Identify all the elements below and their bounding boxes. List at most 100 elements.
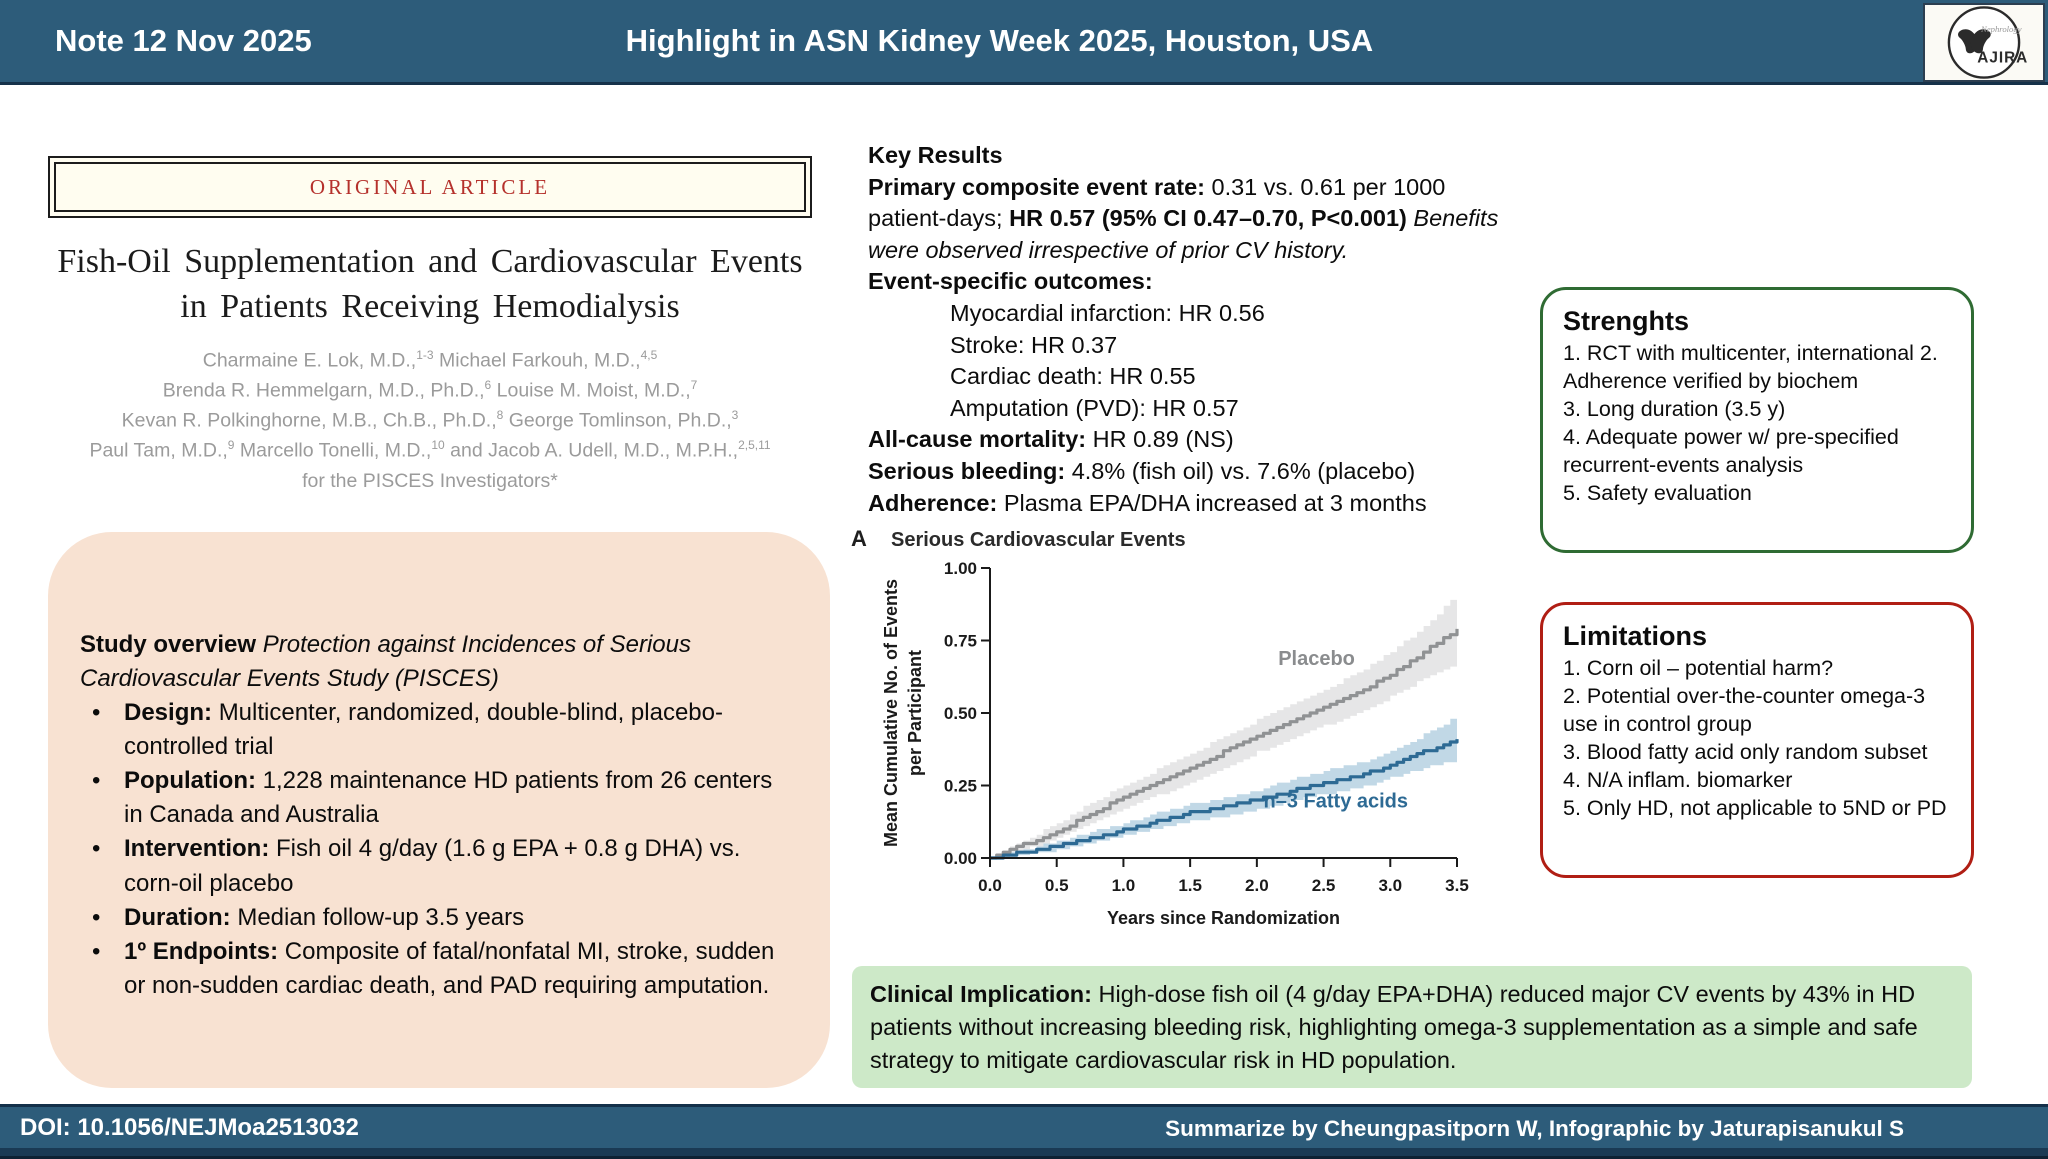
x-tick-label: 1.0 [1112, 876, 1136, 895]
study-overview-intro: Study overview Protection against Incide… [80, 628, 786, 696]
text-segment: 0.31 vs. 0.61 per 1000 patient-days; [868, 173, 1446, 232]
text-segment: Louise M. Moist, M.D., [491, 379, 691, 402]
x-tick-label: 0.0 [978, 876, 1002, 895]
bullet-text: Duration: Median follow-up 3.5 years [124, 901, 786, 935]
superscript: 10 [431, 438, 445, 453]
authors-list: Charmaine E. Lok, M.D.,1-3 Michael Farko… [28, 346, 832, 496]
y-axis-label: Mean Cumulative No. of Events [881, 579, 901, 847]
y-tick-label: 0.75 [944, 632, 977, 651]
logo-name-label: AJIRA [1977, 50, 2028, 67]
bullet-text: Intervention: Fish oil 4 g/day (1.6 g EP… [124, 832, 786, 900]
author-line: Paul Tam, M.D.,9 Marcello Tonelli, M.D.,… [28, 436, 832, 466]
x-tick-label: 1.5 [1178, 876, 1202, 895]
x-tick-label: 2.0 [1245, 876, 1269, 895]
cv-events-chart-svg: A Serious Cardiovascular Events 0.00 0.25 0.… [851, 526, 1469, 928]
study-overview-box: Study overview Protection against Incide… [48, 532, 830, 1088]
series-label: n–3 Fatty acids [1264, 790, 1409, 812]
x-axis-label: Years since Randomization [1107, 908, 1340, 928]
text-segment: Median follow-up 3.5 years [237, 903, 525, 931]
text-segment: Key Results [868, 142, 1003, 168]
y-tick-label: 0.25 [944, 777, 977, 796]
text-segment: Design: [124, 699, 219, 727]
bullet-icon: • [92, 903, 101, 931]
text-line: Serious bleeding: 4.8% (fish oil) vs. 7.… [868, 456, 1520, 488]
text-segment: for the PISCES Investigators* [302, 469, 558, 492]
text-segment: Study overview [80, 631, 263, 658]
text-segment: HR 0.57 (95% CI 0.47–0.70, P<0.001) [1009, 205, 1414, 232]
text-segment: Kevan R. Polkinghorne, M.B., Ch.B., Ph.D… [121, 409, 497, 432]
strengths-box: Strenghts 1. RCT with multicenter, inter… [1540, 287, 1974, 553]
list-item: 3. Long duration (3.5 y) [1563, 396, 1786, 421]
limitations-box: Limitations 1. Corn oil – potential harm… [1540, 602, 1974, 878]
kidney-logo-icon: Nephrology AJIRA [1947, 6, 2028, 79]
footer-credit: Summarize by Cheungpasitporn W, Infograp… [1165, 1116, 1904, 1141]
text-segment: Event-specific outcomes: [868, 268, 1153, 295]
text-line: Key Results [868, 140, 1520, 172]
bullet-text: Design: Multicenter, randomized, double-… [124, 696, 786, 764]
text-segment: Michael Farkouh, M.D., [433, 349, 641, 372]
x-tick-label: 0.5 [1045, 876, 1069, 895]
text-line: Stroke: HR 0.37 [868, 330, 1520, 362]
text-segment: 1º Endpoints: [124, 937, 285, 965]
text-segment: Intervention: [124, 835, 277, 863]
bullet-icon: • [92, 767, 101, 795]
strengths-title: Strenghts [1563, 306, 1690, 336]
text-segment: and Jacob A. Udell, M.D., M.P.H., [444, 439, 739, 462]
text-segment: Multicenter, randomized, double-blind, p… [124, 699, 723, 761]
text-line: Primary composite event rate: 0.31 vs. 0… [868, 172, 1520, 267]
text-segment: Serious bleeding: [868, 457, 1072, 484]
logo-script-label: Nephrology [1980, 24, 2022, 34]
study-overview-bullets: • Design: Multicenter, randomized, double… [80, 696, 786, 1003]
key-results-block: Key Results Primary composite event rate:… [868, 140, 1520, 519]
y-tick-label: 0.50 [944, 704, 977, 723]
list-item: 5. Safety evaluation [1563, 480, 1752, 505]
cv-events-chart: A Serious Cardiovascular Events 0.00 0.25 0.… [845, 520, 1525, 942]
footer-doi: DOI: 10.1056/NEJMoa2513032 [20, 1114, 359, 1141]
limitations-list: 1. Corn oil – potential harm? 2. Potentia… [1563, 655, 1951, 823]
bullet-item: • Intervention: Fish oil 4 g/day (1.6 g E… [80, 832, 786, 900]
text-line: Adherence: Plasma EPA/DHA increased at 3… [868, 488, 1520, 520]
bullet-icon: • [92, 699, 101, 727]
text-segment: Duration: [124, 903, 238, 931]
text-segment: All-cause mortality: [868, 426, 1093, 453]
text-segment: Composite of fatal/nonfatal MI, stroke, … [124, 937, 775, 999]
bullet-item: • 1º Endpoints: Composite of fatal/nonfat… [80, 935, 786, 1003]
text-segment: George Tomlinson, Ph.D., [503, 409, 732, 432]
text-segment: Population: [124, 767, 263, 795]
chart-title: Serious Cardiovascular Events [891, 529, 1186, 551]
bullet-text: Population: 1,228 maintenance HD patient… [124, 764, 786, 832]
x-tick-label: 2.5 [1312, 876, 1336, 895]
bullet-icon: • [92, 835, 101, 863]
text-line: Myocardial infarction: HR 0.56 [868, 298, 1520, 330]
text-line: Event-specific outcomes: [868, 266, 1520, 298]
text-segment: Brenda R. Hemmelgarn, M.D., Ph.D., [162, 379, 485, 402]
text-segment: Plasma EPA/DHA increased at 3 months [1003, 489, 1427, 516]
superscript: 8 [496, 408, 504, 423]
list-item: 5. Only HD, not applicable to 5ND or PD [1563, 795, 1947, 820]
author-line: Brenda R. Hemmelgarn, M.D., Ph.D.,6 Loui… [28, 376, 832, 406]
text-segment: Stroke: HR 0.37 [950, 331, 1118, 358]
superscript: 4,5 [640, 348, 658, 362]
text-segment: Cardiac death: HR 0.55 [950, 363, 1196, 390]
text-segment: 4.8% (fish oil) vs. 7.6% (placebo) [1071, 457, 1416, 484]
author-line: Kevan R. Polkinghorne, M.B., Ch.B., Ph.D… [28, 406, 832, 436]
clinical-implication-box: Clinical Implication: High-dose fish oil… [852, 966, 1972, 1088]
series-line [990, 739, 1459, 860]
text-segment: Benefits were observed irrespective of p… [868, 205, 1499, 263]
limitations-title: Limitations [1563, 621, 1708, 651]
text-segment: Paul Tam, M.D., [89, 439, 228, 462]
text-segment: Protection against Incidences of Serious… [80, 631, 691, 693]
footer-strip [0, 1148, 2048, 1159]
series-band [990, 715, 1457, 858]
text-line: All-cause mortality: HR 0.89 (NS) [868, 424, 1520, 456]
text-segment: Charmaine E. Lok, M.D., [202, 349, 417, 372]
list-item: 4. Adequate power w/ pre-specified recur… [1563, 424, 1899, 477]
series-line [990, 628, 1459, 860]
header-bar: Note 12 Nov 2025 Highlight in ASN Kidney… [0, 0, 2048, 85]
bullet-item: • Duration: Median follow-up 3.5 years [80, 901, 786, 935]
list-item: 1. Corn oil – potential harm? [1563, 656, 1834, 680]
text-segment: HR 0.89 (NS) [1092, 426, 1234, 453]
y-tick-label: 1.00 [944, 559, 977, 578]
list-item: 1. RCT with multicenter, international 2… [1563, 341, 1938, 393]
